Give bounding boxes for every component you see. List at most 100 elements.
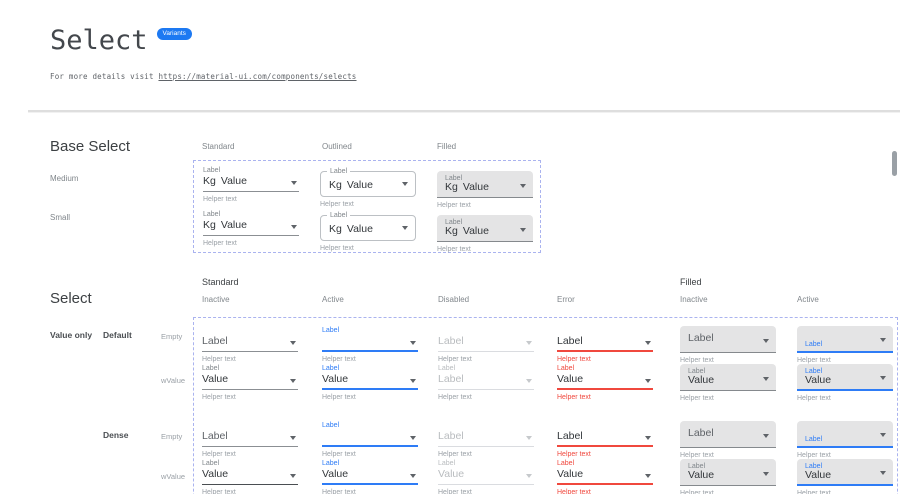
base-select-heading: Base Select — [50, 138, 131, 155]
select-label: Label — [202, 365, 220, 372]
select-filled-active-wvalue: Label Value Helper text — [797, 364, 893, 402]
select-standard-active-empty: Label Helper text — [322, 326, 418, 363]
select-label: Label — [322, 460, 340, 467]
helper-text: Helper text — [680, 357, 714, 364]
select-value: Value — [805, 469, 832, 481]
select-label: Label — [805, 368, 823, 375]
dropdown-caret-icon — [880, 471, 886, 475]
select-label — [202, 326, 298, 335]
helper-text: Helper text — [797, 357, 831, 364]
select-field[interactable]: Label — [557, 335, 653, 352]
row-header-default: Default — [103, 330, 132, 340]
helper-text: Helper text — [797, 490, 831, 494]
base-standard-small-select[interactable]: Kg Value — [203, 219, 299, 236]
select-label: Label — [203, 211, 221, 218]
row-header-empty: Empty — [161, 332, 183, 341]
select-field[interactable]: Value — [557, 373, 653, 390]
select-field[interactable] — [322, 335, 418, 352]
page-header: Select Variants — [50, 26, 192, 56]
select-label — [557, 421, 653, 430]
base-filled-small-select[interactable]: Label Kg Value — [437, 215, 533, 242]
section-divider — [28, 110, 900, 112]
select-label: Label — [445, 219, 463, 226]
variants-badge[interactable]: Variants — [156, 28, 192, 40]
dropdown-caret-icon — [402, 182, 408, 186]
value-prefix: Kg — [203, 219, 216, 231]
select-value: Value — [346, 178, 373, 191]
base-select-boundary — [193, 160, 541, 253]
select-field[interactable]: Label — [797, 326, 893, 353]
select-field[interactable]: Label Value — [680, 459, 776, 486]
select-field[interactable]: Value — [557, 468, 653, 485]
dropdown-caret-icon — [526, 474, 532, 478]
select-dense-filled-active-empty: Label Helper text — [797, 421, 893, 459]
helper-text: Helper text — [320, 245, 354, 252]
base-standard-medium-select[interactable]: Kg Value — [203, 175, 299, 192]
helper-text: Helper text — [437, 246, 471, 253]
dropdown-caret-icon — [526, 436, 532, 440]
select-field[interactable]: Label — [202, 335, 298, 352]
col-header-filled-active: Active — [797, 295, 819, 304]
select-dense-standard-disabled-wvalue: Label Value Helper text — [438, 459, 534, 494]
dropdown-caret-icon — [520, 184, 526, 188]
select-field[interactable]: Label Value — [797, 364, 893, 391]
helper-text: Helper text — [557, 451, 591, 458]
col-header-filled-inactive: Inactive — [680, 295, 708, 304]
col-header-active: Active — [322, 295, 344, 304]
group-header-standard: Standard — [202, 277, 239, 287]
select-field[interactable] — [322, 430, 418, 447]
col-header-inactive: Inactive — [202, 295, 230, 304]
select-label — [202, 421, 298, 430]
dropdown-caret-icon — [763, 472, 769, 476]
select-value: Label — [557, 430, 583, 442]
select-value: Value — [688, 469, 715, 481]
select-label: Label — [203, 167, 221, 174]
select-field[interactable]: Value — [322, 373, 418, 390]
select-field[interactable]: Label — [797, 421, 893, 448]
dropdown-caret-icon — [645, 379, 651, 383]
select-label: Label — [688, 368, 706, 375]
helper-text: Helper text — [320, 201, 354, 208]
select-field[interactable]: Label — [680, 421, 776, 448]
select-boundary — [193, 317, 898, 494]
col-header-standard: Standard — [202, 142, 235, 151]
helper-text: Helper text — [438, 489, 472, 494]
scrollbar-thumb[interactable] — [892, 151, 897, 176]
dropdown-caret-icon — [410, 341, 416, 345]
select-value: Value — [220, 175, 247, 187]
base-filled-medium-select[interactable]: Label Kg Value — [437, 171, 533, 198]
select-label: Label — [322, 365, 340, 372]
select-label: Label — [322, 327, 340, 334]
select-field[interactable]: Label — [202, 430, 298, 447]
material-ui-link[interactable]: https://material-ui.com/components/selec… — [158, 72, 357, 81]
select-value: Label — [688, 332, 714, 344]
dropdown-caret-icon — [763, 434, 769, 438]
select-value: Value — [557, 373, 584, 385]
helper-text: Helper text — [797, 395, 831, 402]
base-outlined-small-select[interactable]: Label Kg Value — [320, 211, 416, 241]
select-dense-standard-disabled-empty: Label Helper text — [438, 421, 534, 458]
select-field[interactable]: Label — [557, 430, 653, 447]
select-field[interactable]: Label Value — [797, 459, 893, 486]
select-dense-standard-inactive-empty: Label Helper text — [202, 421, 298, 458]
select-value: Value — [220, 219, 247, 231]
select-field: Value — [438, 468, 534, 485]
select-filled-inactive-empty: Label Helper text — [680, 326, 776, 364]
select-field: Label — [438, 430, 534, 447]
helper-text: Helper text — [680, 395, 714, 402]
select-field[interactable]: Label — [680, 326, 776, 353]
base-standard-small: Label Kg Value Helper text — [203, 210, 299, 247]
select-dense-standard-error-wvalue: Label Value Helper text — [557, 459, 653, 494]
select-field[interactable]: Value — [202, 468, 298, 485]
helper-text: Helper text — [203, 240, 237, 247]
row-header-medium: Medium — [50, 174, 79, 183]
select-label: Label — [688, 463, 706, 470]
helper-text: Helper text — [322, 451, 356, 458]
base-outlined-medium-select[interactable]: Label Kg Value — [320, 167, 416, 197]
select-field[interactable]: Label Value — [680, 364, 776, 391]
select-field[interactable]: Value — [322, 468, 418, 485]
subtitle: For more details visit https://material-… — [50, 72, 357, 81]
select-label: Label — [557, 365, 575, 372]
helper-text: Helper text — [438, 394, 472, 401]
select-field[interactable]: Value — [202, 373, 298, 390]
